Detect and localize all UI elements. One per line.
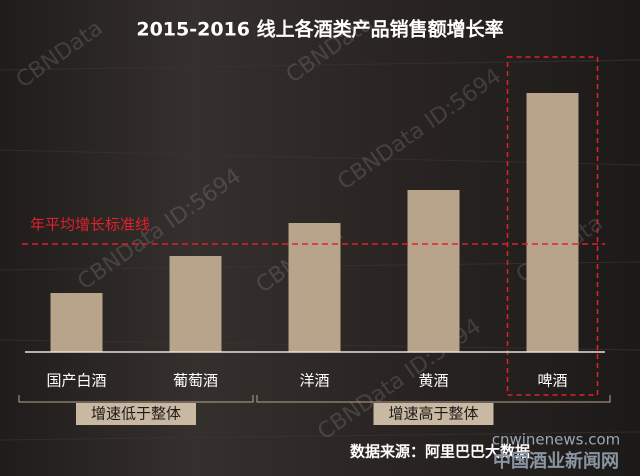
x-tick-label: 葡萄酒 — [173, 372, 218, 390]
x-tick-label: 黄酒 — [418, 372, 448, 390]
highlight-box — [506, 56, 599, 396]
bar — [169, 256, 222, 352]
group-label: 增速低于整体 — [91, 405, 181, 423]
reference-label: 年平均增长标准线 — [30, 216, 150, 234]
group-bracket — [256, 395, 611, 403]
group-label-box — [76, 403, 196, 425]
bar — [288, 223, 341, 352]
logo-url: cnwinenews.com — [492, 431, 621, 449]
logo-name: 中国酒业新闻网 — [493, 450, 619, 472]
x-tick-label: 洋酒 — [299, 372, 329, 390]
x-tick-label: 国产白酒 — [46, 372, 106, 390]
source: 数据来源：阿里巴巴大数据 — [350, 443, 530, 461]
group-label-box — [373, 403, 494, 425]
bar — [526, 93, 579, 352]
bar — [50, 293, 103, 352]
chart-title: 2015-2016 线上各酒类产品销售额增长率 — [136, 18, 503, 41]
x-tick-label: 啤酒 — [537, 372, 567, 390]
group-label: 增速高于整体 — [388, 405, 478, 423]
bar — [407, 190, 460, 352]
group-bracket — [18, 395, 254, 403]
